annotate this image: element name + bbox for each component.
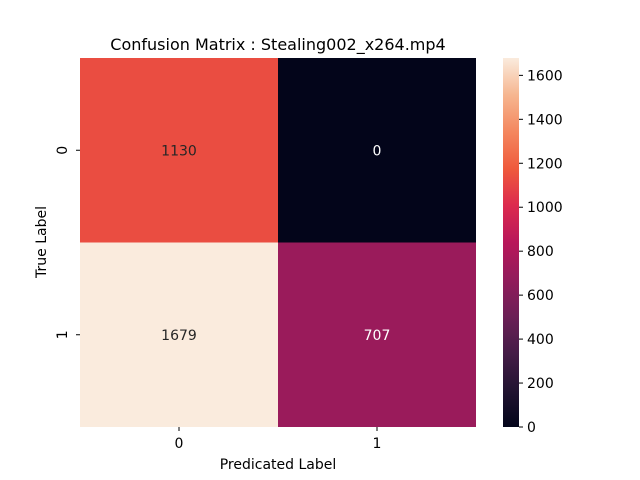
- heatmap-cells: [80, 58, 476, 427]
- colorbar-tick-label: 1000: [527, 200, 563, 216]
- y-tick-label: 1: [55, 330, 71, 339]
- cell-value-label: 0: [373, 143, 382, 159]
- x-axis-label: Predicated Label: [220, 457, 337, 473]
- heatmap-cell: [80, 58, 278, 243]
- heatmap-cell: [278, 58, 476, 243]
- heatmap-cell: [80, 242, 278, 427]
- colorbar-ticks: 0 200 400 600 800 1000 1200 1400 1600: [519, 68, 563, 436]
- x-tick-label: 0: [175, 436, 184, 452]
- y-axis-ticks: 01: [55, 146, 80, 339]
- colorbar-tick-label: 1600: [527, 68, 563, 84]
- cell-value-label: 707: [364, 328, 391, 344]
- colorbar-tick-label: 1200: [527, 156, 563, 172]
- colorbar-tick-label: 1400: [527, 112, 563, 128]
- colorbar-tick-label: 0: [527, 420, 536, 436]
- cell-value-label: 1679: [161, 328, 197, 344]
- colorbar: [503, 58, 519, 427]
- cell-value-label: 1130: [161, 143, 197, 159]
- heatmap-cell-labels: 1130 0 1679 707: [161, 143, 390, 344]
- x-tick-label: 1: [373, 436, 382, 452]
- colorbar-tick-label: 400: [527, 332, 554, 348]
- chart-title: Confusion Matrix : Stealing002_x264.mp4: [110, 35, 445, 55]
- colorbar-tick-label: 600: [527, 288, 554, 304]
- y-axis-label: True Label: [34, 206, 50, 279]
- colorbar-tick-label: 200: [527, 376, 554, 392]
- y-tick-label: 0: [55, 146, 71, 155]
- colorbar-tick-label: 800: [527, 244, 554, 260]
- heatmap-cell: [278, 242, 476, 427]
